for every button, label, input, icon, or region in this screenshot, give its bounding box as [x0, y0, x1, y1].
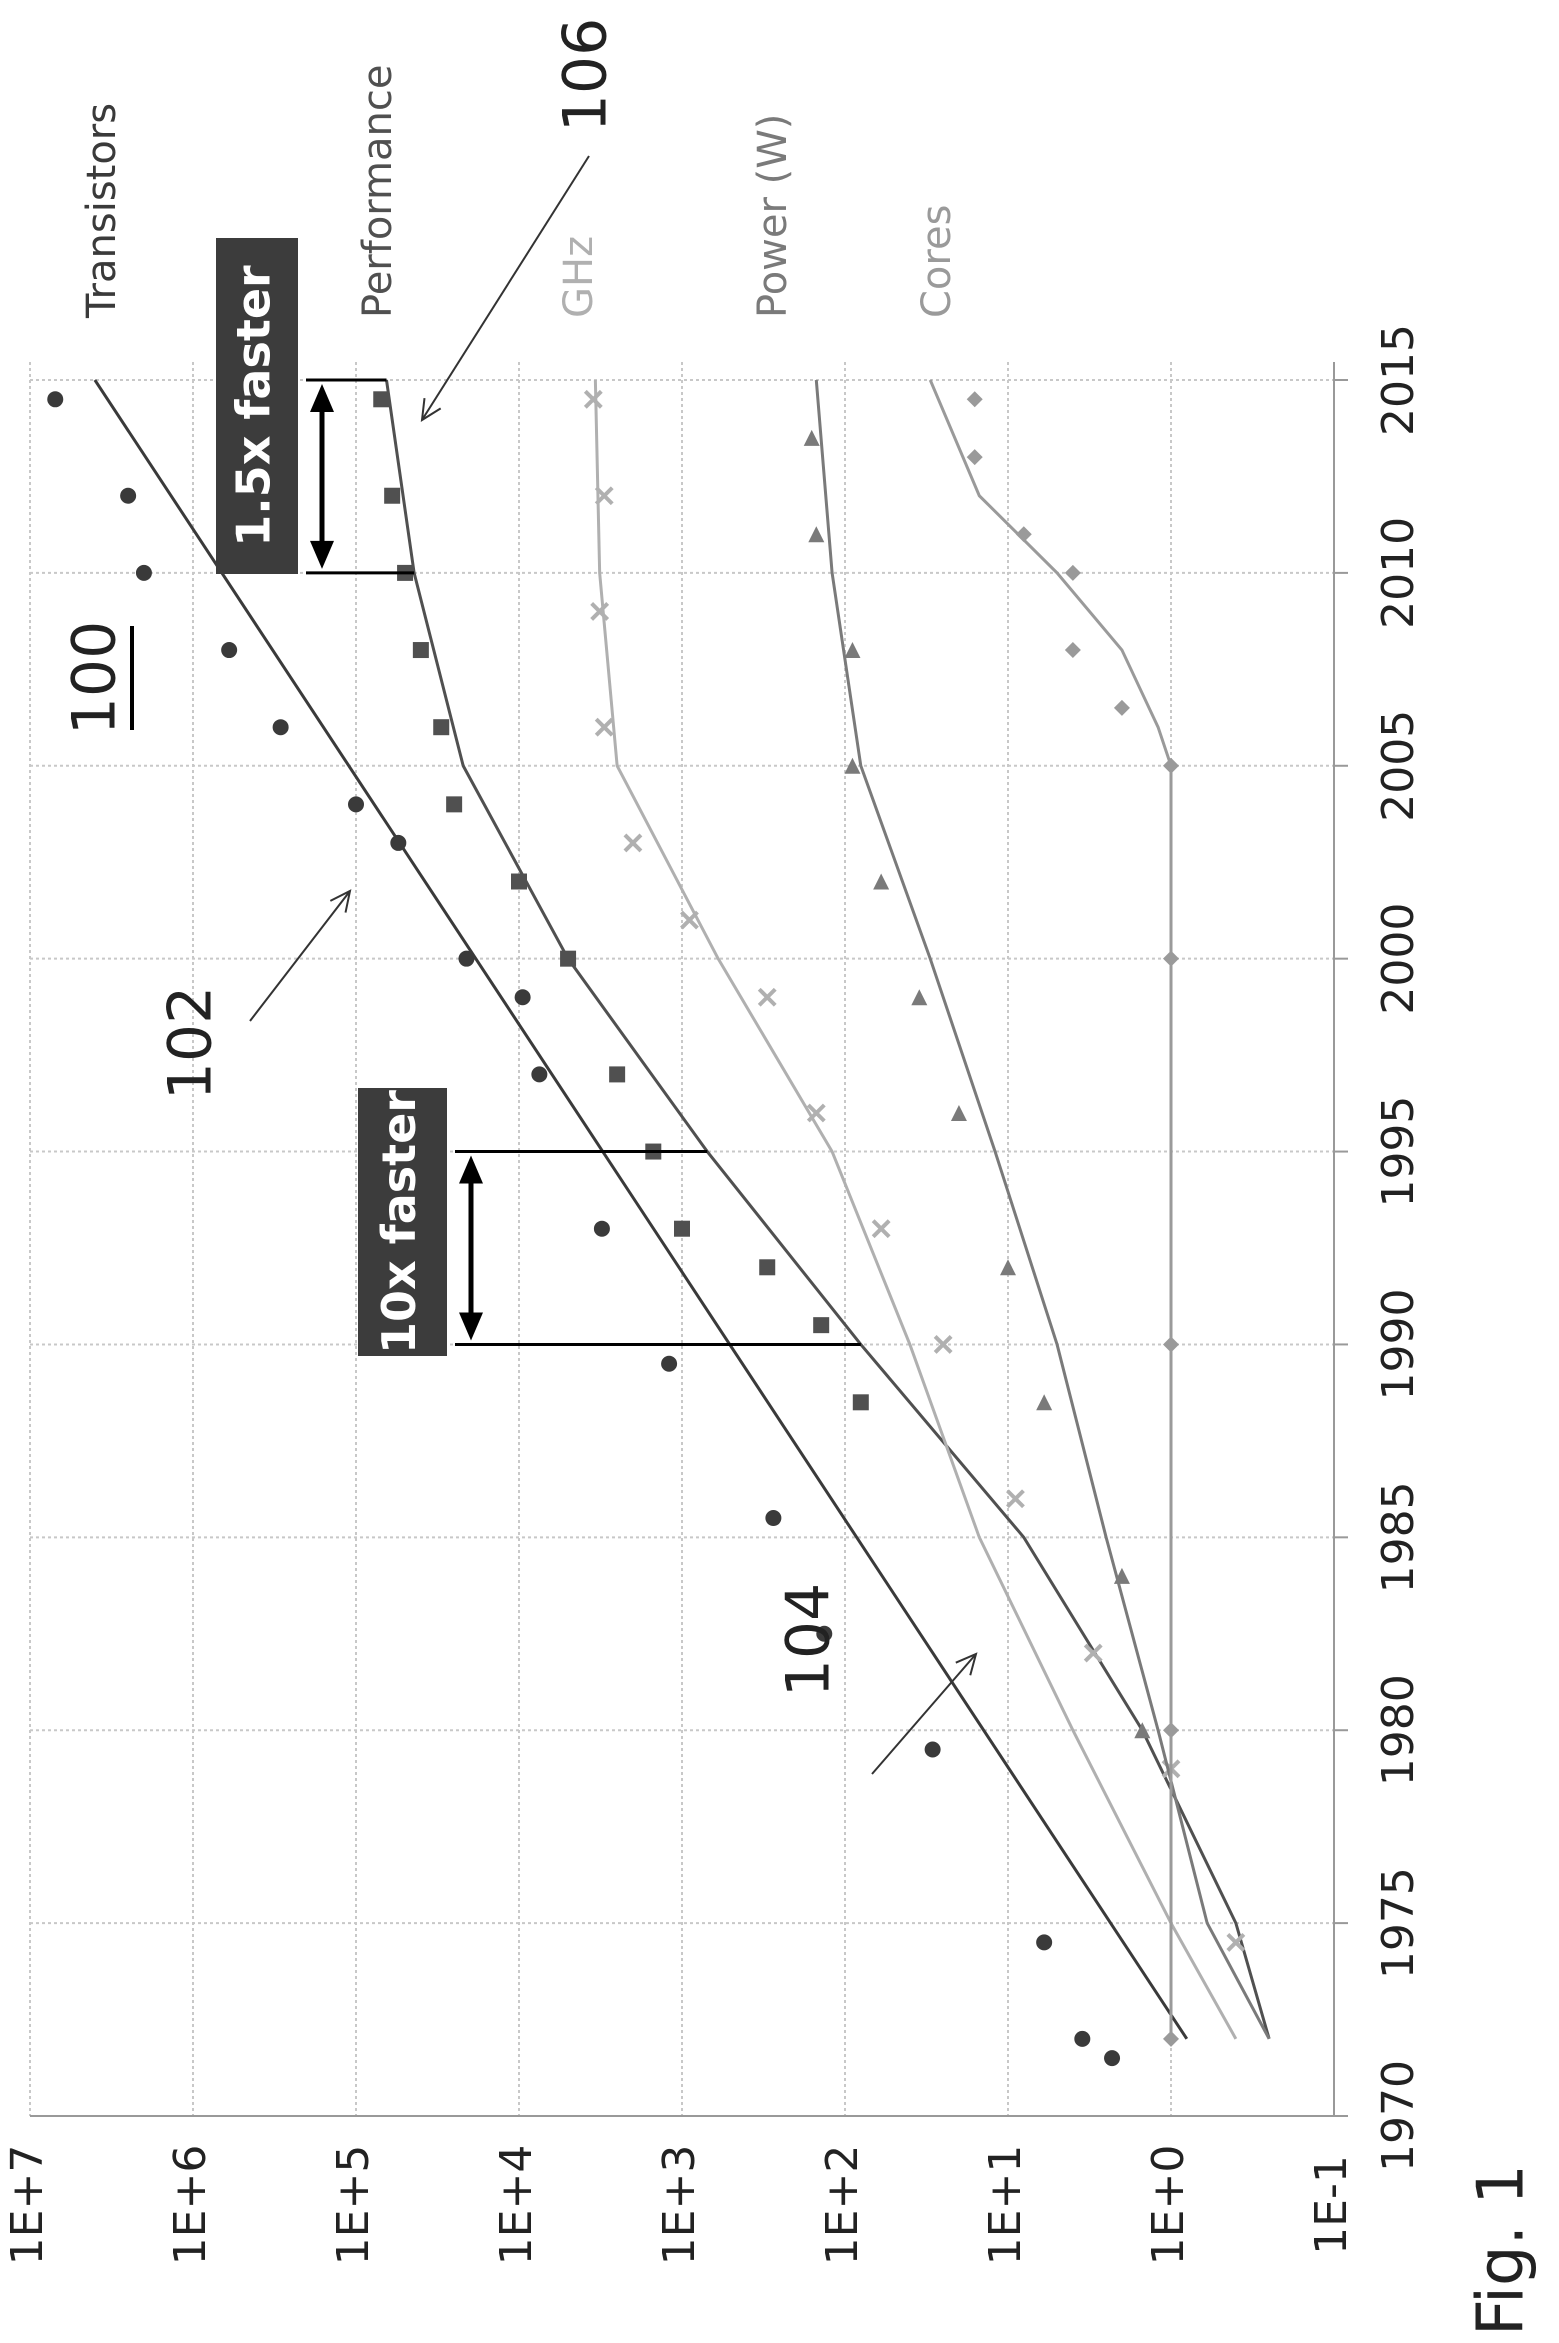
legend-label: GHz	[556, 236, 602, 318]
point	[390, 835, 406, 851]
point	[433, 719, 449, 735]
point	[511, 874, 527, 890]
point	[384, 488, 400, 504]
legend-label: Transistors	[79, 103, 125, 319]
annotation-text: 1.5x faster	[227, 265, 281, 547]
point	[47, 391, 63, 407]
y-tick-label: 1E+5	[328, 2145, 379, 2266]
x-tick-label: 2015	[1373, 324, 1424, 436]
y-tick-label: 1E+6	[165, 2145, 216, 2266]
y-tick-label: 1E+0	[1143, 2145, 1194, 2266]
point	[531, 1066, 547, 1082]
x-tick-label: 1970	[1373, 2060, 1424, 2172]
y-tick-label: 1E+1	[980, 2145, 1031, 2266]
x-tick-label: 2000	[1373, 903, 1424, 1015]
reference-numeral: 106	[551, 18, 621, 133]
point	[853, 1394, 869, 1410]
reference-numeral: 104	[774, 1583, 844, 1698]
point	[136, 565, 152, 581]
point	[458, 951, 474, 967]
point	[813, 1317, 829, 1333]
point	[221, 642, 237, 658]
point	[413, 642, 429, 658]
point	[925, 1742, 941, 1758]
point	[1104, 2050, 1120, 2066]
x-tick-label: 2005	[1373, 710, 1424, 822]
y-tick-label: 1E-1	[1306, 2155, 1357, 2255]
x-tick-label: 1980	[1373, 1674, 1424, 1786]
point	[594, 1221, 610, 1237]
y-tick-label: 1E+4	[491, 2145, 542, 2266]
point	[661, 1356, 677, 1372]
y-tick-label: 1E+7	[2, 2145, 53, 2266]
point	[609, 1066, 625, 1082]
x-tick-label: 1990	[1373, 1288, 1424, 1400]
y-tick-label: 1E+2	[817, 2145, 868, 2266]
point	[373, 391, 389, 407]
legend-label: Performance	[355, 65, 401, 318]
point	[348, 796, 364, 812]
point	[446, 796, 462, 812]
annotation-text: 10x faster	[372, 1090, 426, 1354]
reference-numeral: 100	[60, 621, 130, 736]
y-tick-label: 1E+3	[654, 2145, 705, 2266]
figure: 1E-1 1E+0 1E+1 1E+2 1E+3 1E+4 1E+5 1E+6 1E+7 1970…	[0, 0, 1559, 2343]
point	[1074, 2031, 1090, 2047]
point	[765, 1510, 781, 1526]
point	[759, 1259, 775, 1275]
point	[674, 1221, 690, 1237]
point	[1036, 1934, 1052, 1950]
point	[120, 488, 136, 504]
reference-numeral: 102	[156, 986, 226, 1101]
figure-label: Fig. 1	[1465, 2164, 1539, 2336]
legend-label: Cores	[914, 205, 960, 318]
x-tick-label: 2010	[1373, 517, 1424, 629]
point	[273, 719, 289, 735]
point	[560, 951, 576, 967]
x-tick-label: 1975	[1373, 1867, 1424, 1979]
x-tick-label: 1985	[1373, 1481, 1424, 1593]
point	[515, 989, 531, 1005]
x-tick-label: 1995	[1373, 1096, 1424, 1208]
legend-label: Power (W)	[750, 114, 796, 318]
